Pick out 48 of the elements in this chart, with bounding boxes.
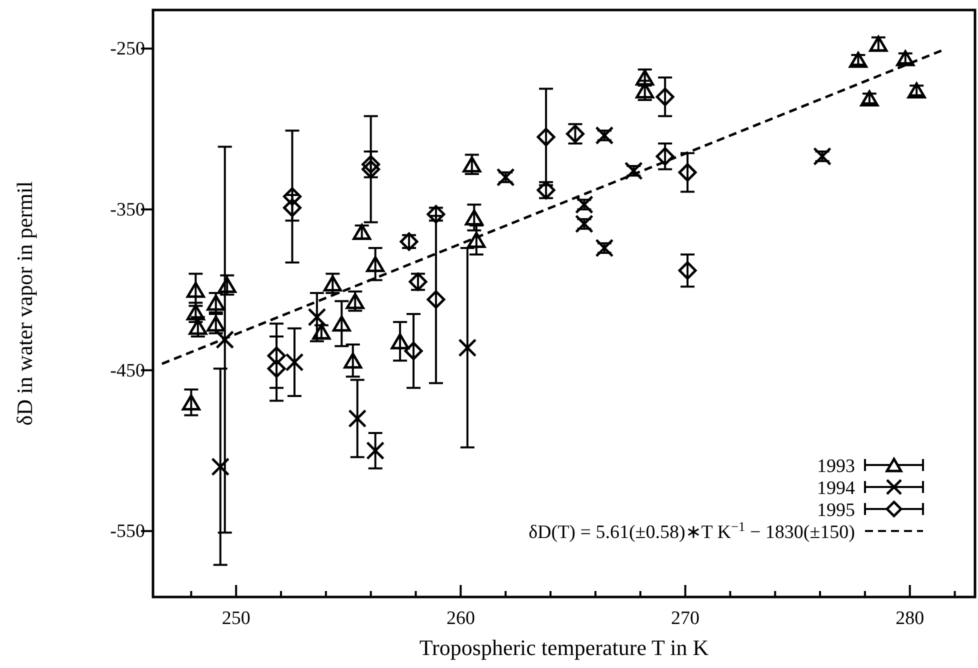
point <box>267 359 286 378</box>
point <box>362 160 380 178</box>
point <box>467 232 486 248</box>
point <box>496 168 515 187</box>
point <box>390 333 410 350</box>
point <box>536 128 556 146</box>
legend-label: 1995 <box>817 500 855 521</box>
point <box>595 238 614 258</box>
y-axis-title: δD in water vapor in permil <box>12 181 37 426</box>
point <box>332 316 351 332</box>
point <box>678 163 697 182</box>
point <box>366 441 385 460</box>
point <box>348 409 367 428</box>
point <box>344 352 362 369</box>
point <box>366 256 385 272</box>
point <box>426 290 446 309</box>
point <box>182 394 200 410</box>
y-tick-label: -450 <box>110 360 145 382</box>
point <box>362 155 380 174</box>
y-tick-label: -350 <box>110 200 145 220</box>
legend-label: δD(T) = 5.61(±0.58)∗T K$^{−1}$ − 1830(±150) <box>528 518 855 543</box>
point <box>186 282 205 298</box>
point <box>624 162 643 180</box>
point <box>404 342 423 360</box>
y-tick-label: -550 <box>110 521 145 542</box>
x-tick-label: 250 <box>222 608 250 629</box>
point <box>813 147 832 166</box>
legend-label: 1994 <box>817 478 856 499</box>
legend-label: 1993 <box>817 456 855 477</box>
point <box>267 346 286 366</box>
point <box>464 209 484 226</box>
point <box>282 198 302 218</box>
x-tick-label: 270 <box>671 608 700 629</box>
y-tick-label: -250 <box>110 38 145 60</box>
point <box>458 338 477 357</box>
point <box>282 187 302 206</box>
x-tick-label: 260 <box>446 608 475 629</box>
point <box>678 261 697 280</box>
point <box>285 352 304 372</box>
point <box>211 457 230 476</box>
point <box>656 88 674 106</box>
point <box>595 126 614 145</box>
point <box>308 308 326 326</box>
point <box>574 195 594 214</box>
point <box>656 147 674 166</box>
x-tick-label: 280 <box>896 608 924 629</box>
x-axis-title: Tropospheric temperature T in K <box>419 635 709 660</box>
point <box>574 214 594 234</box>
